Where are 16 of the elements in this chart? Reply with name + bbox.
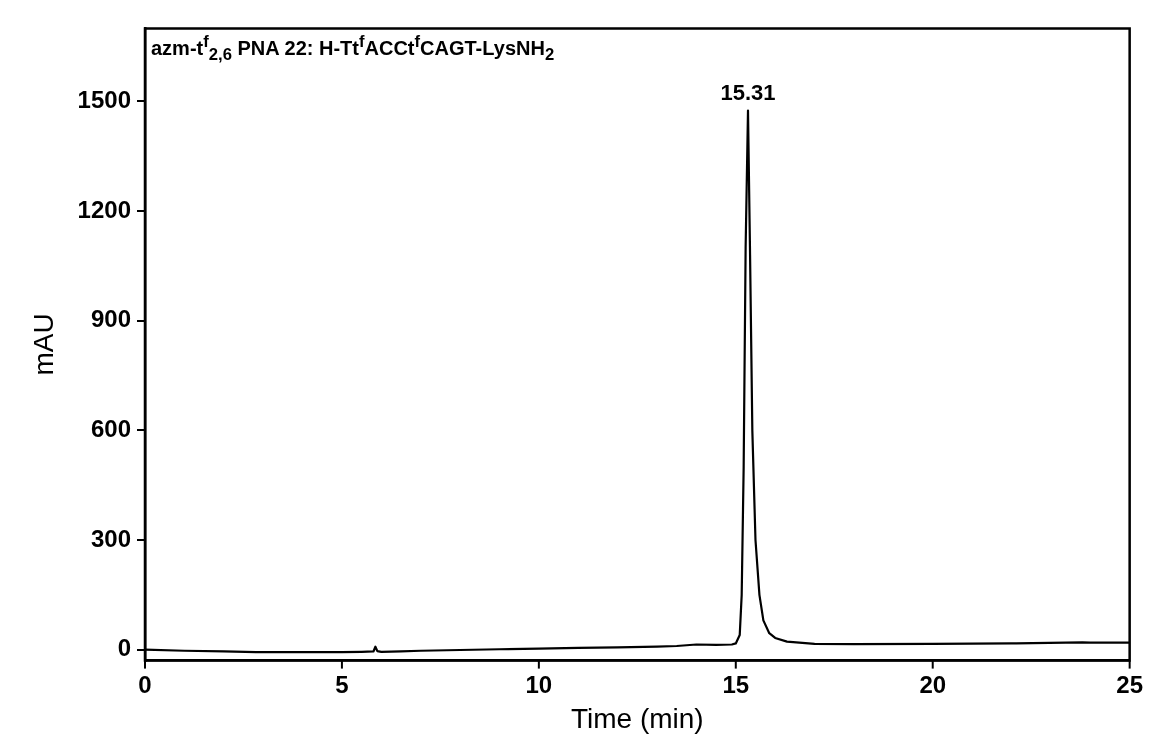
- annotation: 15.31: [720, 79, 776, 105]
- y-tick-label: 900: [90, 305, 131, 333]
- x-tick-label: 20: [919, 670, 947, 698]
- y-tick-label: 600: [90, 415, 131, 442]
- x-tick-label: 25: [1116, 670, 1143, 698]
- x-axis-title: Time (min): [570, 702, 704, 734]
- y-axis-title: mAU: [27, 313, 59, 376]
- x-tick-label: 10: [525, 670, 553, 698]
- y-tick-label: 0: [117, 634, 131, 662]
- y-tick-label: 300: [90, 524, 131, 552]
- y-tick-label: 1500: [77, 86, 131, 114]
- y-tick-label: 1200: [77, 195, 131, 223]
- x-tick-label: 5: [335, 670, 349, 698]
- chart-title: azm-t$^{f}$$_{2,6}$ PNA 22: H-Tt$^{f}$ACCt$^{f}$CAGT-LysNH$_{2}$: [150, 32, 555, 65]
- x-tick-label: 0: [138, 670, 152, 698]
- x-tick-label: 15: [722, 670, 750, 698]
